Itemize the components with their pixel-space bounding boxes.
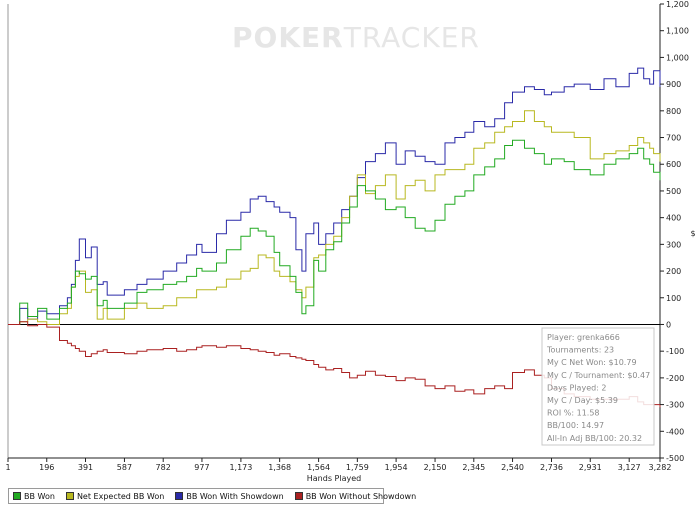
- series-line-bb-won-with-showdown: [8, 67, 661, 325]
- y-tick-label: 0: [666, 320, 671, 329]
- y-tick-label: -100: [666, 347, 684, 356]
- y-tick-label: 300: [666, 240, 681, 249]
- x-tick-label: 2,540: [501, 463, 524, 472]
- stats-line: Player: grenka666: [547, 333, 620, 342]
- legend-label-without-showdown: BB Won Without Showdown: [305, 491, 417, 501]
- x-tick-label: 1,368: [268, 463, 291, 472]
- x-tick-label: 977: [194, 463, 209, 472]
- legend-label-bb-won: BB Won: [24, 491, 55, 501]
- x-tick-label: 1,564: [307, 463, 330, 472]
- legend-item-without-showdown: BB Won Without Showdown: [294, 491, 417, 501]
- watermark-bold: POKER: [232, 21, 344, 54]
- stats-line: My C Net Won: $10.79: [547, 358, 637, 367]
- x-tick-label: 2,345: [462, 463, 485, 472]
- x-tick-label: 1,954: [385, 463, 408, 472]
- y-tick-label: 500: [666, 187, 681, 196]
- x-tick-label: 782: [156, 463, 171, 472]
- x-tick-label: 3,282: [649, 463, 672, 472]
- y-tick-label: 800: [666, 107, 681, 116]
- stats-line: ROI %: 11.58: [547, 409, 600, 418]
- stats-line: BB/100: 14.97: [547, 421, 604, 430]
- chart-legend: BB Won Net Expected BB Won BB Won With S…: [8, 488, 416, 504]
- x-tick-label: 2,736: [540, 463, 563, 472]
- y-tick-label: -500: [666, 454, 684, 463]
- stats-line: All-In Adj BB/100: 20.32: [547, 434, 642, 443]
- y-tick-label: -300: [666, 401, 684, 410]
- legend-swatch-without-showdown: [294, 492, 303, 500]
- y-tick-label: 900: [666, 80, 681, 89]
- y-axis-title: $: [690, 229, 695, 238]
- stats-box-frame: [541, 327, 655, 446]
- series-layer: [8, 67, 661, 408]
- stats-line: Tournaments: 23: [546, 346, 614, 355]
- watermark-logo: POKERTRACKER: [232, 21, 480, 54]
- x-tick-label: 1: [5, 463, 10, 472]
- y-tick-label: 700: [666, 134, 681, 143]
- legend-item-net-expected: Net Expected BB Won: [65, 491, 165, 501]
- series-line-bb-won-without-showdown: [8, 321, 661, 408]
- y-tick-label: 400: [666, 214, 681, 223]
- y-tick-layer: -500 -400 -300 -200 -100 0 100 200 300 400 500 600 7…: [660, 0, 689, 463]
- x-tick-label: 2,150: [424, 463, 447, 472]
- y-tick-label: 1,100: [666, 27, 689, 36]
- x-tick-label: 3,127: [618, 463, 641, 472]
- watermark-light: TRACKER: [343, 21, 480, 54]
- x-tick-label: 2,931: [579, 463, 602, 472]
- x-tick-label: 1,173: [229, 463, 252, 472]
- legend-item-with-showdown: BB Won With Showdown: [175, 491, 284, 501]
- series-line-net-expected-bb-won: [8, 110, 661, 325]
- y-tick-label: 1,200: [666, 0, 689, 9]
- y-tick-label: 600: [666, 160, 681, 169]
- x-tick-label: 391: [78, 463, 93, 472]
- x-tick-label: 1,759: [346, 463, 369, 472]
- x-tick-label: 196: [39, 463, 54, 472]
- y-tick-label: -400: [666, 427, 684, 436]
- x-tick-layer: 1 196 391 587 782 977 1,173 1,368 1,564 1,759 1,95…: [5, 458, 671, 472]
- stats-line: Days Played: 2: [547, 383, 607, 392]
- y-tick-label: 1,000: [666, 53, 689, 62]
- x-axis-title: Hands Played: [307, 474, 361, 483]
- legend-label-net-expected: Net Expected BB Won: [76, 491, 165, 501]
- legend-label-with-showdown: BB Won With Showdown: [186, 491, 284, 501]
- y-tick-label: 200: [666, 267, 681, 276]
- stats-line: My C / Tournament: $0.47: [547, 371, 650, 380]
- legend-item-bb-won: BB Won: [13, 492, 55, 501]
- y-tick-label: 100: [666, 294, 681, 303]
- series-line-bb-won: [8, 139, 661, 325]
- stats-line: My C / Day: $5.39: [547, 396, 618, 405]
- x-tick-label: 587: [117, 463, 132, 472]
- y-tick-label: -200: [666, 374, 684, 383]
- legend-swatch-bb-won: [13, 492, 21, 500]
- legend-swatch-with-showdown: [175, 492, 184, 500]
- stats-box: Player: grenka666 Tournaments: 23 My C Net…: [541, 327, 655, 446]
- legend-swatch-net-expected: [65, 492, 74, 500]
